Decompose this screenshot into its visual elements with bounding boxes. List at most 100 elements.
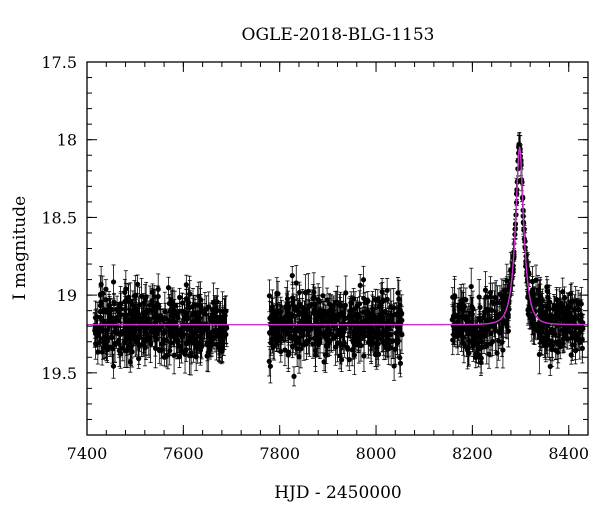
- data-point: [361, 295, 367, 301]
- data-point: [165, 285, 172, 291]
- data-point: [155, 286, 161, 292]
- data-point: [92, 327, 98, 334]
- data-point: [175, 315, 181, 321]
- data-point: [314, 309, 320, 316]
- data-point: [103, 335, 109, 342]
- data-point: [347, 308, 353, 314]
- data-point: [127, 359, 133, 365]
- data-point: [390, 321, 396, 327]
- data-point: [303, 338, 310, 344]
- data-point: [137, 301, 143, 308]
- data-point: [217, 317, 224, 323]
- data-point: [142, 329, 149, 335]
- data-point: [296, 335, 302, 341]
- data-point: [557, 300, 564, 306]
- data-point: [148, 329, 154, 335]
- data-point: [266, 358, 272, 364]
- data-point: [478, 355, 484, 361]
- data-point: [168, 297, 174, 303]
- data-point: [290, 299, 296, 305]
- data-point: [135, 281, 141, 287]
- data-point: [302, 289, 308, 296]
- data-point: [136, 343, 142, 349]
- data-point: [486, 351, 492, 357]
- data-point: [324, 297, 330, 303]
- data-point: [361, 353, 367, 359]
- data-point: [146, 307, 152, 313]
- data-point: [177, 343, 183, 349]
- data-point: [110, 346, 116, 352]
- data-point: [278, 308, 284, 315]
- data-point: [160, 340, 166, 346]
- data-point: [293, 340, 300, 346]
- data-point: [110, 363, 117, 369]
- data-point: [220, 332, 226, 338]
- data-point: [206, 304, 212, 310]
- data-point: [141, 311, 147, 318]
- data-point: [337, 312, 343, 318]
- data-points: [92, 132, 586, 387]
- data-point: [461, 340, 467, 346]
- data-point: [294, 346, 300, 352]
- data-point: [98, 281, 104, 288]
- data-point: [392, 346, 399, 352]
- data-point: [449, 317, 455, 323]
- data-point: [123, 337, 130, 343]
- data-point: [131, 293, 137, 299]
- data-point: [276, 338, 282, 344]
- data-point: [327, 301, 333, 307]
- data-point: [183, 341, 190, 347]
- data-point: [336, 328, 342, 334]
- data-point: [207, 345, 213, 351]
- data-point: [328, 306, 334, 312]
- data-point: [289, 272, 295, 279]
- data-point: [322, 329, 328, 335]
- data-point: [184, 316, 190, 322]
- data-point: [172, 303, 178, 309]
- data-point: [154, 301, 161, 307]
- data-point: [223, 308, 229, 314]
- data-point: [169, 321, 175, 327]
- data-point: [397, 326, 403, 332]
- data-point: [390, 338, 396, 344]
- data-point: [162, 308, 168, 315]
- data-point: [384, 296, 390, 302]
- data-point: [391, 363, 397, 369]
- data-point: [177, 294, 183, 301]
- data-point: [345, 346, 351, 352]
- data-point: [187, 304, 193, 311]
- data-point: [334, 316, 340, 323]
- data-point: [111, 299, 117, 305]
- data-point: [180, 323, 186, 329]
- data-point: [130, 312, 136, 318]
- data-point: [347, 313, 353, 319]
- data-point: [284, 301, 290, 307]
- data-point: [267, 363, 274, 369]
- data-point: [152, 345, 159, 352]
- data-point: [162, 315, 168, 322]
- data-point: [494, 350, 500, 356]
- data-point: [204, 353, 210, 359]
- data-point: [290, 327, 296, 334]
- data-point: [397, 355, 403, 361]
- data-point: [316, 331, 322, 337]
- data-point: [206, 334, 212, 340]
- data-point: [380, 310, 386, 316]
- data-point: [165, 352, 171, 358]
- data-point: [353, 329, 359, 335]
- data-point: [129, 318, 135, 324]
- data-point: [477, 304, 483, 310]
- data-point: [117, 305, 123, 311]
- data-point: [188, 337, 195, 343]
- data-point: [369, 334, 375, 340]
- data-point: [361, 333, 367, 339]
- data-point: [357, 282, 363, 288]
- data-point: [299, 318, 305, 324]
- data-point: [126, 294, 132, 300]
- data-point: [291, 373, 297, 379]
- data-point: [122, 289, 128, 295]
- data-point: [130, 307, 136, 313]
- data-point: [196, 293, 202, 300]
- data-point: [189, 319, 196, 325]
